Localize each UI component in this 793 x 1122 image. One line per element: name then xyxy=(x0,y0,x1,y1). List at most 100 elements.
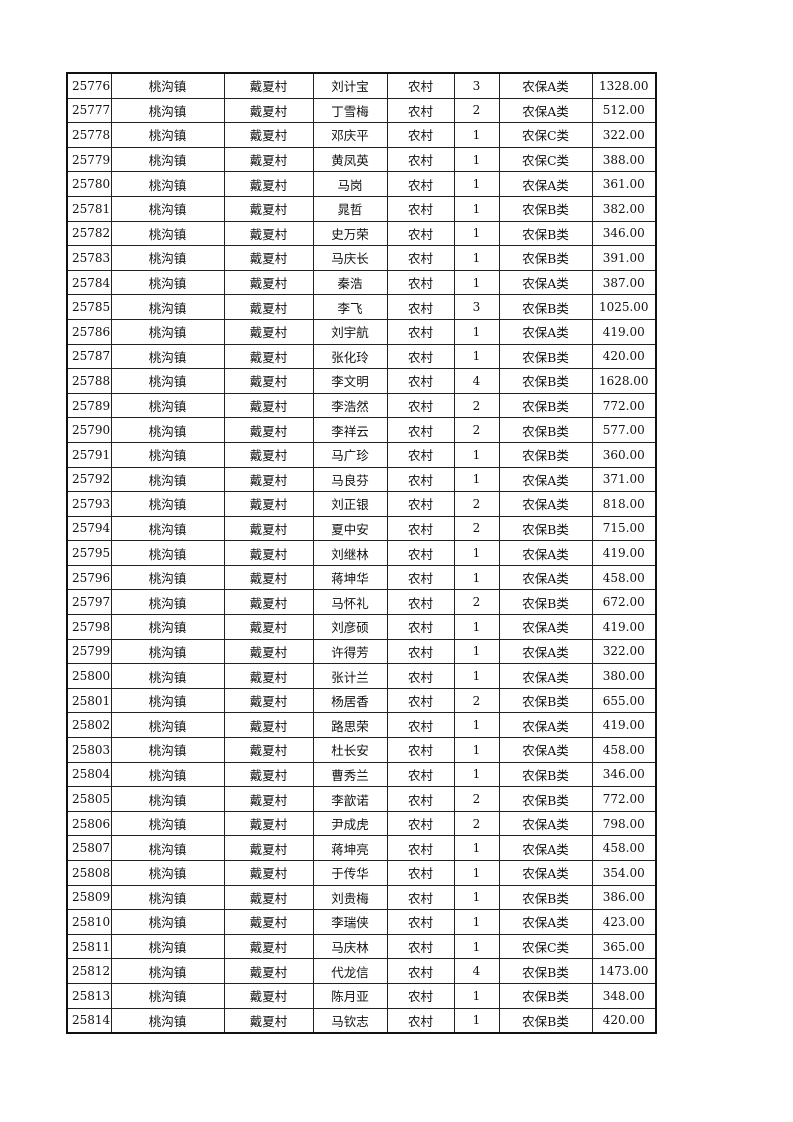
town-cell: 桃沟镇 xyxy=(110,1007,225,1034)
town-cell: 桃沟镇 xyxy=(110,146,225,173)
insurance-category-cell: 农保B类 xyxy=(498,195,593,222)
area-type-cell: 农村 xyxy=(386,638,455,665)
village-cell: 戴夏村 xyxy=(223,663,314,689)
town-cell: 桃沟镇 xyxy=(110,982,225,1009)
area-type-cell: 农村 xyxy=(386,318,455,345)
town-cell: 桃沟镇 xyxy=(110,614,225,640)
town-cell: 桃沟镇 xyxy=(110,368,225,394)
household-size-cell: 1 xyxy=(453,663,500,689)
amount-cell: 380.00 xyxy=(591,663,657,689)
town-cell: 桃沟镇 xyxy=(110,491,225,517)
table-row: 25784 桃沟镇 戴夏村 秦浩 农村 1 农保A类 387.00 xyxy=(66,269,657,296)
table-body: 25776 桃沟镇 戴夏村 刘计宝 农村 3 农保A类 1328.00 25777 桃沟镇 戴夏村丁… xyxy=(66,72,657,1034)
area-type-cell: 农村 xyxy=(386,860,455,886)
name-cell: 邓庆平 xyxy=(312,122,388,148)
area-type-cell: 农村 xyxy=(386,909,455,935)
name-cell: 曹秀兰 xyxy=(312,761,388,788)
household-size-cell: 2 xyxy=(453,97,500,124)
town-cell: 桃沟镇 xyxy=(110,835,225,861)
amount-cell: 1473.00 xyxy=(591,958,657,984)
insurance-category-cell: 农保A类 xyxy=(498,97,593,124)
name-cell: 史万荣 xyxy=(312,220,388,247)
household-size-cell: 1 xyxy=(453,171,500,197)
insurance-category-cell: 农保C类 xyxy=(498,933,593,960)
household-size-cell: 1 xyxy=(453,564,500,591)
insurance-category-cell: 农保B类 xyxy=(498,343,593,370)
area-type-cell: 农村 xyxy=(386,97,455,124)
household-size-cell: 1 xyxy=(453,860,500,886)
name-cell: 马庆长 xyxy=(312,245,388,271)
table-row: 25796 桃沟镇 戴夏村 蒋坤华 农村 1 农保A类 458.00 xyxy=(66,564,657,591)
name-cell: 代龙信 xyxy=(312,958,388,984)
village-cell: 戴夏村 xyxy=(223,146,314,173)
village-cell: 戴夏村 xyxy=(223,392,314,419)
village-cell: 戴夏村 xyxy=(223,269,314,296)
insurance-category-cell: 农保A类 xyxy=(498,72,593,99)
village-cell: 戴夏村 xyxy=(223,195,314,222)
amount-cell: 512.00 xyxy=(591,97,657,124)
insurance-category-cell: 农保B类 xyxy=(498,761,593,788)
insurance-category-cell: 农保B类 xyxy=(498,392,593,419)
table-row: 25804 桃沟镇 戴夏村 曹秀兰 农村 1 农保B类 346.00 xyxy=(66,761,657,788)
village-cell: 戴夏村 xyxy=(223,614,314,640)
household-size-cell: 1 xyxy=(453,638,500,665)
table-row: 25795 桃沟镇 戴夏村 刘继林 农村 1 农保A类 419.00 xyxy=(66,540,657,566)
row-number-cell: 25808 xyxy=(66,860,112,886)
household-size-cell: 2 xyxy=(453,687,500,714)
amount-cell: 420.00 xyxy=(591,343,657,370)
household-size-cell: 1 xyxy=(453,909,500,935)
amount-cell: 348.00 xyxy=(591,982,657,1009)
household-size-cell: 2 xyxy=(453,589,500,616)
name-cell: 于传华 xyxy=(312,860,388,886)
village-cell: 戴夏村 xyxy=(223,564,314,591)
insurance-category-cell: 农保A类 xyxy=(498,860,593,886)
area-type-cell: 农村 xyxy=(386,712,455,739)
insurance-category-cell: 农保A类 xyxy=(498,614,593,640)
village-cell: 戴夏村 xyxy=(223,171,314,197)
household-size-cell: 1 xyxy=(453,220,500,247)
table-row: 25778 桃沟镇 戴夏村 邓庆平 农村 1 农保C类 322.00 xyxy=(66,122,657,148)
village-cell: 戴夏村 xyxy=(223,466,314,493)
town-cell: 桃沟镇 xyxy=(110,269,225,296)
name-cell: 李文明 xyxy=(312,368,388,394)
area-type-cell: 农村 xyxy=(386,687,455,714)
area-type-cell: 农村 xyxy=(386,982,455,1009)
insurance-category-cell: 农保B类 xyxy=(498,220,593,247)
village-cell: 戴夏村 xyxy=(223,72,314,99)
name-cell: 马庆林 xyxy=(312,933,388,960)
insurance-category-cell: 农保C类 xyxy=(498,122,593,148)
table-row: 25807 桃沟镇 戴夏村 蒋坤亮 农村 1 农保A类 458.00 xyxy=(66,835,657,861)
area-type-cell: 农村 xyxy=(386,441,455,468)
insurance-category-cell: 农保A类 xyxy=(498,638,593,665)
area-type-cell: 农村 xyxy=(386,72,455,99)
town-cell: 桃沟镇 xyxy=(110,540,225,566)
name-cell: 许得芳 xyxy=(312,638,388,665)
household-size-cell: 1 xyxy=(453,737,500,763)
insurance-category-cell: 农保A类 xyxy=(498,835,593,861)
row-number-cell: 25777 xyxy=(66,97,112,124)
table-row: 25800 桃沟镇 戴夏村 张计兰 农村 1 农保A类 380.00 xyxy=(66,663,657,689)
insurance-category-cell: 农保A类 xyxy=(498,810,593,837)
insurance-category-cell: 农保B类 xyxy=(498,368,593,394)
amount-cell: 818.00 xyxy=(591,491,657,517)
area-type-cell: 农村 xyxy=(386,491,455,517)
row-number-cell: 25792 xyxy=(66,466,112,493)
name-cell: 刘彦硕 xyxy=(312,614,388,640)
area-type-cell: 农村 xyxy=(386,589,455,616)
area-type-cell: 农村 xyxy=(386,958,455,984)
insurance-category-cell: 农保A类 xyxy=(498,466,593,493)
area-type-cell: 农村 xyxy=(386,122,455,148)
row-number-cell: 25796 xyxy=(66,564,112,591)
amount-cell: 1328.00 xyxy=(591,72,657,99)
household-size-cell: 1 xyxy=(453,318,500,345)
insurance-category-cell: 农保B类 xyxy=(498,589,593,616)
village-cell: 戴夏村 xyxy=(223,245,314,271)
row-number-cell: 25812 xyxy=(66,958,112,984)
amount-cell: 387.00 xyxy=(591,269,657,296)
area-type-cell: 农村 xyxy=(386,614,455,640)
insurance-category-cell: 农保B类 xyxy=(498,982,593,1009)
town-cell: 桃沟镇 xyxy=(110,663,225,689)
name-cell: 刘计宝 xyxy=(312,72,388,99)
name-cell: 刘正银 xyxy=(312,491,388,517)
name-cell: 杨居香 xyxy=(312,687,388,714)
